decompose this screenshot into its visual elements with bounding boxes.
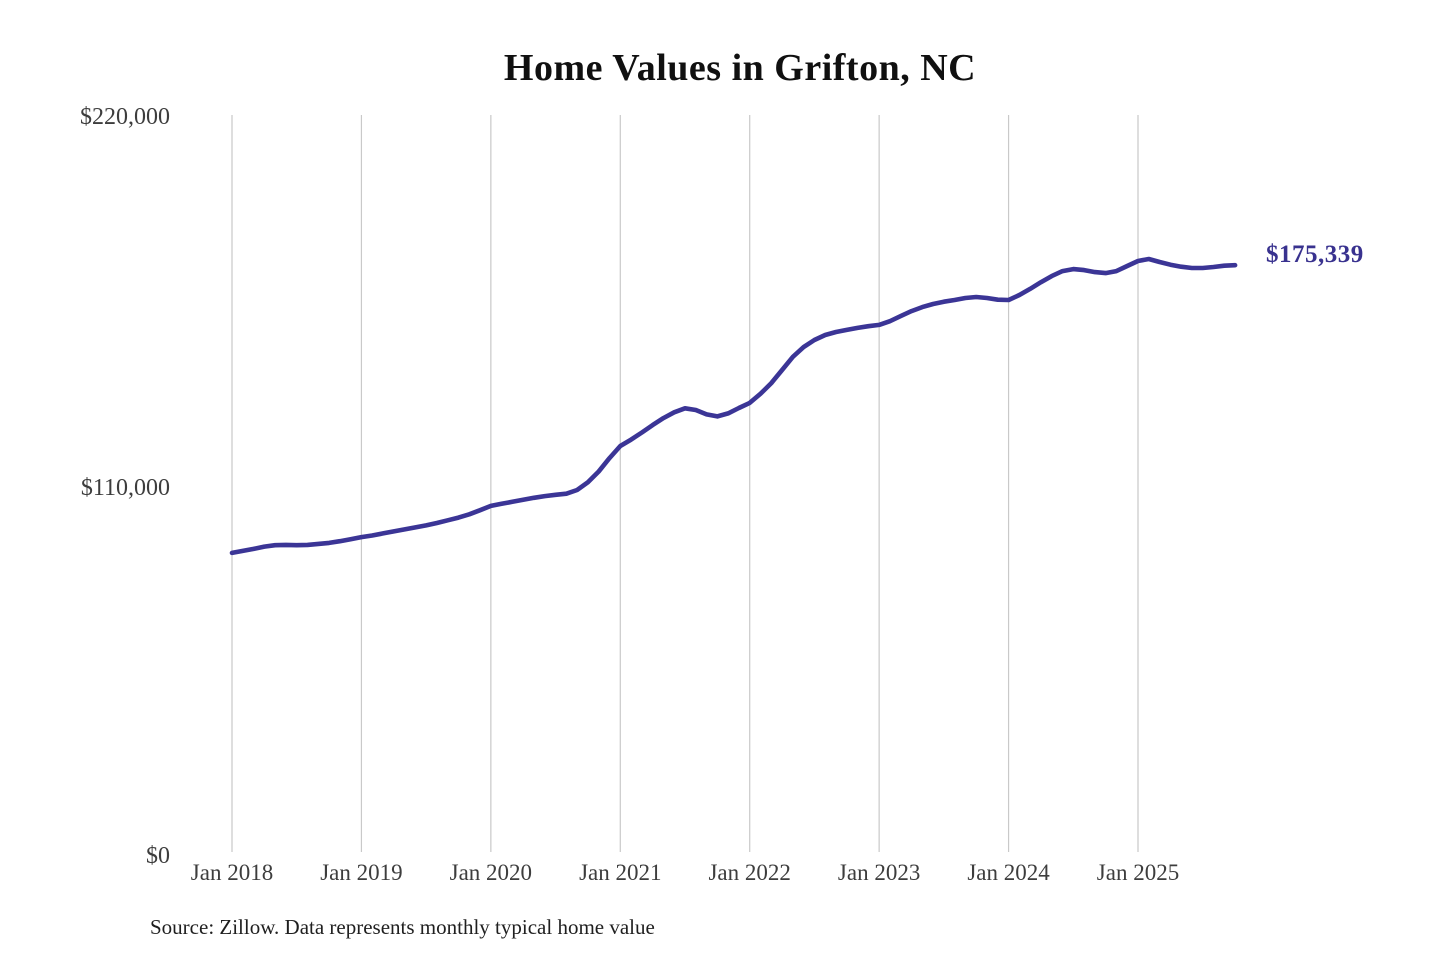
source-note: Source: Zillow. Data represents monthly … [150,915,655,939]
y-axis-tick-label-zero: $0 [146,843,170,869]
final-value-label: $175,339 [1266,241,1364,268]
x-axis-tick-label: Jan 2019 [320,860,403,885]
y-axis-tick-label-mid: $110,000 [80,475,170,501]
y-axis-tick-label-top: $220,000 [80,104,170,130]
chart-title: Home Values in Grifton, NC [503,47,977,89]
x-axis-tick-label: Jan 2021 [579,860,662,885]
x-axis-tick-label: Jan 2025 [1096,860,1180,885]
home-value-line [229,256,1238,556]
x-axis-tick-label: Jan 2020 [449,860,533,885]
x-axis-tick-label: Jan 2018 [190,860,274,885]
x-axis-tick-label: Jan 2022 [708,860,791,885]
x-axis-tick-label: Jan 2024 [967,860,1050,885]
x-axis-tick-label: Jan 2023 [837,860,921,885]
